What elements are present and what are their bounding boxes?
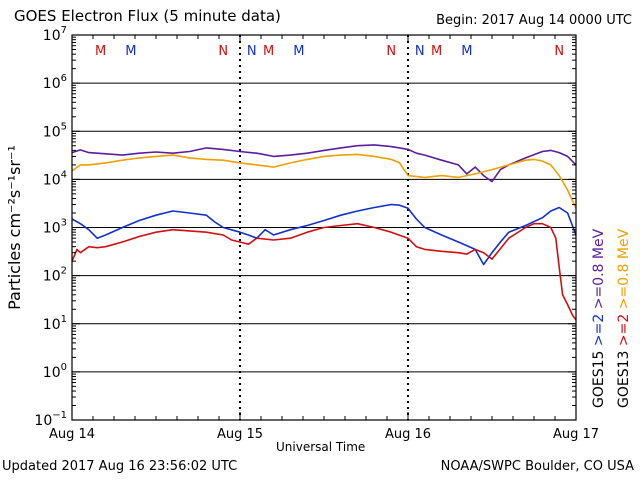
- local-time-marker: M: [95, 44, 106, 59]
- legend-goes13: GOES13 >=2 >=0.8 MeV: [616, 228, 632, 408]
- legend-goes15: GOES15 >=2 >=0.8 MeV: [591, 228, 607, 408]
- begin-time-label: Begin: 2017 Aug 14 0000 UTC: [436, 13, 632, 28]
- series-line-2: [71, 203, 577, 266]
- credit-label: NOAA/SWPC Boulder, CO USA: [440, 459, 634, 474]
- local-time-marker: N: [415, 44, 425, 59]
- x-tick-label: Aug 17: [553, 427, 599, 442]
- local-time-marker: N: [247, 44, 257, 59]
- local-time-marker: M: [263, 44, 274, 59]
- updated-timestamp: Updated 2017 Aug 16 23:56:02 UTC: [2, 459, 238, 474]
- series-line-3: [71, 222, 577, 321]
- x-tick-label: Aug 16: [385, 427, 431, 442]
- local-time-marker: N: [554, 44, 564, 59]
- local-time-marker: M: [431, 44, 442, 59]
- local-time-marker: N: [218, 44, 228, 59]
- y-tick-label: 102: [43, 266, 67, 285]
- y-tick-label: 105: [43, 121, 67, 140]
- y-tick-label: 10−1: [34, 410, 67, 429]
- x-tick-label: Aug 15: [217, 427, 263, 442]
- y-tick-label: 101: [43, 314, 67, 333]
- x-tick-label: Aug 14: [49, 427, 95, 442]
- y-tick-label: 104: [43, 169, 67, 188]
- x-axis-title: Universal Time: [276, 440, 366, 454]
- local-time-marker: N: [386, 44, 396, 59]
- local-time-marker: M: [461, 44, 472, 59]
- chart-title: GOES Electron Flux (5 minute data): [14, 7, 281, 25]
- y-tick-label: 100: [43, 362, 67, 381]
- series-line-1: [71, 153, 577, 209]
- y-tick-label: 106: [43, 73, 67, 92]
- series-line-0: [71, 144, 577, 183]
- local-time-marker: M: [293, 44, 304, 59]
- y-axis-title: Particles cm⁻²s⁻¹sr⁻¹: [5, 145, 24, 310]
- y-tick-label: 107: [43, 25, 67, 44]
- y-tick-label: 103: [43, 218, 67, 237]
- local-time-marker: M: [125, 44, 136, 59]
